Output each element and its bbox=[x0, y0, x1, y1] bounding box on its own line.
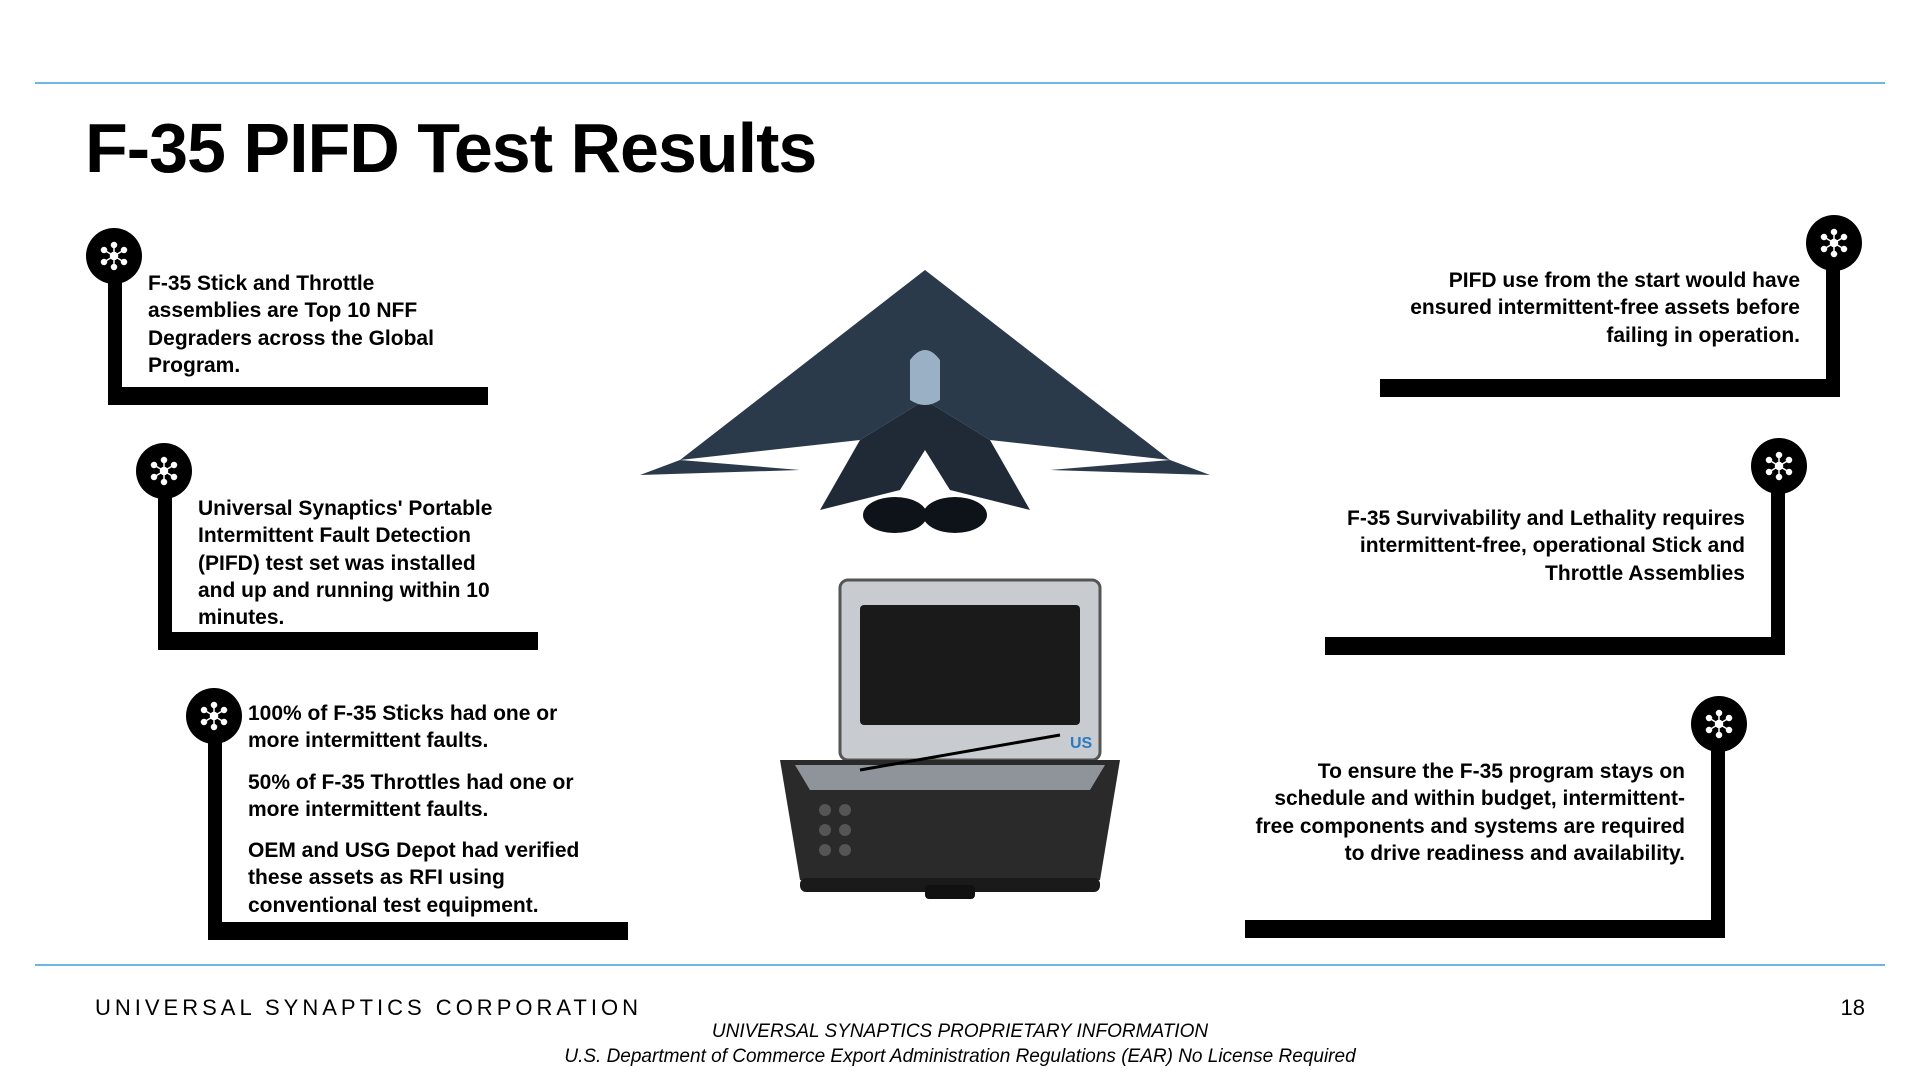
callout-left-1: F-35 Stick and Throttle assemblies are T… bbox=[108, 250, 488, 405]
callout-vbar bbox=[208, 710, 222, 940]
footer-line2: U.S. Department of Commerce Export Admin… bbox=[0, 1045, 1920, 1070]
footer-disclaimer: UNIVERSAL SYNAPTICS PROPRIETARY INFORMAT… bbox=[0, 1020, 1920, 1069]
callout-right-2: F-35 Survivability and Lethality require… bbox=[1325, 460, 1785, 655]
bottom-rule bbox=[35, 964, 1885, 966]
callout-p2: 50% of F-35 Throttles had one or more in… bbox=[248, 769, 588, 824]
network-icon bbox=[1751, 438, 1807, 494]
callout-text: 100% of F-35 Sticks had one or more inte… bbox=[248, 700, 588, 919]
page-number: 18 bbox=[1841, 995, 1865, 1021]
callout-hbar bbox=[158, 632, 538, 650]
footer-company: UNIVERSAL SYNAPTICS CORPORATION bbox=[95, 995, 642, 1021]
callout-right-1: PIFD use from the start would have ensur… bbox=[1380, 237, 1840, 397]
callout-left-3: 100% of F-35 Sticks had one or more inte… bbox=[208, 710, 628, 940]
callout-text: PIFD use from the start would have ensur… bbox=[1390, 267, 1800, 349]
callout-hbar bbox=[1325, 637, 1785, 655]
callout-text: To ensure the F-35 program stays on sche… bbox=[1245, 758, 1685, 867]
slide: F-35 PIFD Test Results bbox=[0, 0, 1920, 1080]
svg-text:US: US bbox=[1070, 735, 1093, 752]
callout-text: Universal Synaptics' Portable Intermitte… bbox=[198, 495, 508, 631]
network-icon bbox=[1691, 696, 1747, 752]
network-icon bbox=[1806, 215, 1862, 271]
callout-hbar bbox=[1380, 379, 1840, 397]
network-icon bbox=[86, 228, 142, 284]
callout-p3: OEM and USG Depot had verified these ass… bbox=[248, 837, 588, 919]
callout-hbar bbox=[208, 922, 628, 940]
callout-text: F-35 Stick and Throttle assemblies are T… bbox=[148, 270, 448, 379]
callout-text: F-35 Survivability and Lethality require… bbox=[1345, 505, 1745, 587]
footer-line1: UNIVERSAL SYNAPTICS PROPRIETARY INFORMAT… bbox=[0, 1020, 1920, 1045]
callout-p1: 100% of F-35 Sticks had one or more inte… bbox=[248, 700, 588, 755]
case-image: US bbox=[740, 560, 1160, 910]
top-rule bbox=[35, 82, 1885, 84]
callout-hbar bbox=[108, 387, 488, 405]
callout-hbar bbox=[1245, 920, 1725, 938]
callout-right-3: To ensure the F-35 program stays on sche… bbox=[1245, 718, 1725, 938]
page-title: F-35 PIFD Test Results bbox=[85, 108, 816, 188]
jet-image bbox=[620, 250, 1230, 540]
network-icon bbox=[136, 443, 192, 499]
callout-left-2: Universal Synaptics' Portable Intermitte… bbox=[158, 465, 538, 650]
network-icon bbox=[186, 688, 242, 744]
